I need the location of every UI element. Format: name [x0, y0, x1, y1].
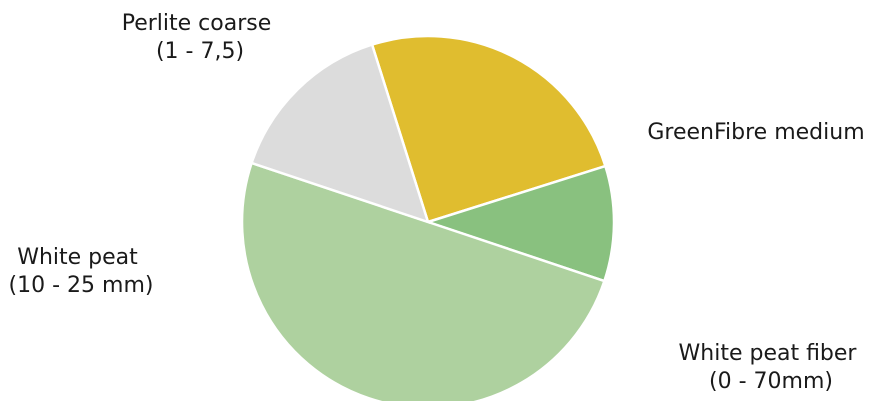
slice-label-white-peat-fiber-line-2: (0 - 70mm): [709, 369, 833, 394]
pie-slices: [240, 34, 616, 401]
pie-slice-white-peat: [240, 161, 606, 401]
slice-label-perlite-coarse-line-1: Perlite coarse: [122, 11, 272, 36]
pie-slice-white-peat-fiber: [423, 164, 616, 283]
slice-label-perlite-coarse: Perlite coarse (1 - 7,5): [122, 11, 279, 64]
slice-label-white-peat: White peat (10 - 25 mm): [9, 245, 154, 298]
slice-label-greenfibre-medium: GreenFibre medium: [647, 120, 864, 145]
slice-label-perlite-coarse-line-2: (1 - 7,5): [156, 39, 244, 64]
slice-label-greenfibre-medium-line-1: GreenFibre medium: [647, 120, 864, 145]
pie-slice-greenfibre-medium: [370, 34, 607, 224]
pie-labels: GreenFibre medium White peat fiber (0 - …: [9, 11, 865, 394]
pie-slice-perlite-coarse: [250, 43, 430, 224]
slice-label-white-peat-fiber: White peat fiber (0 - 70mm): [679, 341, 864, 394]
slice-label-white-peat-fiber-line-1: White peat fiber: [679, 341, 858, 366]
slice-label-white-peat-line-1: White peat: [17, 245, 138, 270]
slice-label-white-peat-line-2: (10 - 25 mm): [9, 273, 154, 298]
